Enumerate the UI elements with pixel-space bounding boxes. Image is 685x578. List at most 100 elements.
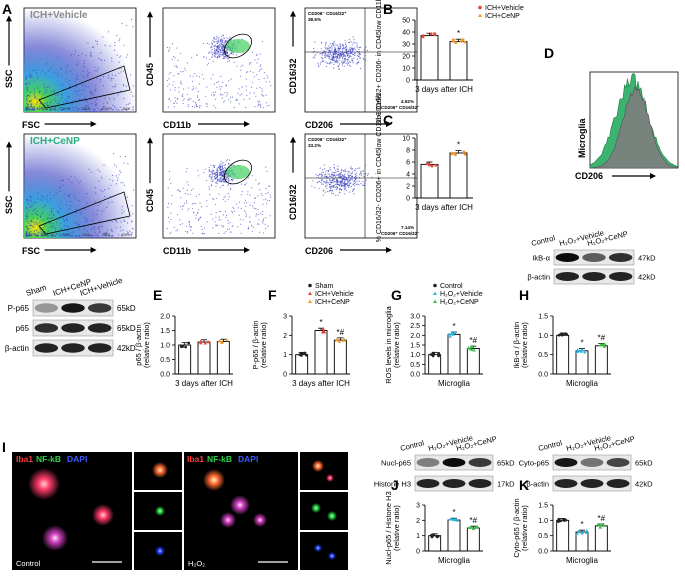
cd45-event xyxy=(222,175,224,177)
cd45-event xyxy=(222,94,224,96)
fsc-ssc-event xyxy=(86,220,88,222)
fsc-ssc-event xyxy=(101,107,103,109)
quadrant-event xyxy=(356,177,358,179)
fsc-ssc-event xyxy=(51,109,53,111)
cd45-event xyxy=(196,95,199,97)
cd45-event xyxy=(224,43,226,45)
cd45-event xyxy=(210,177,212,179)
quadrant-event xyxy=(352,171,354,173)
fsc-ssc-event xyxy=(36,69,38,71)
fsc-ssc-event xyxy=(92,234,94,236)
fsc-ssc-event xyxy=(63,224,65,226)
cd45-event xyxy=(216,174,218,176)
fsc-ssc-event xyxy=(88,168,90,170)
fsc-ssc-event xyxy=(111,230,113,232)
cd45-event xyxy=(208,62,210,64)
fsc-ssc-event xyxy=(65,78,67,80)
quadrant-event xyxy=(323,164,325,166)
fsc-ssc-event xyxy=(30,199,32,201)
quadrant-event xyxy=(325,41,327,43)
quadrant-event xyxy=(333,166,335,168)
y-axis-label: P-p65 / β-actin xyxy=(251,321,260,370)
quadrant-event xyxy=(359,57,361,59)
quadrant-event xyxy=(321,169,324,171)
cd45-event xyxy=(258,100,261,102)
quadrant-lr-name: CD206⁺ CD16/32⁻ xyxy=(381,231,420,236)
cd45-event xyxy=(199,107,201,109)
cd45-event xyxy=(210,52,212,54)
quadrant-event xyxy=(339,173,341,175)
panel-letter-a: A xyxy=(2,1,12,17)
cd45-event xyxy=(241,183,243,185)
fsc-ssc-event xyxy=(76,109,78,111)
y-tick-label: 2 xyxy=(283,333,287,340)
quadrant-event xyxy=(330,187,332,190)
cd45-event xyxy=(227,58,229,60)
fsc-ssc-event xyxy=(40,107,43,109)
lane-label: Control xyxy=(530,233,556,248)
quadrant-event xyxy=(331,54,333,56)
quadrant-event xyxy=(347,58,349,60)
cd45-event xyxy=(192,76,194,78)
quadrant-event xyxy=(318,173,321,175)
quadrant-event xyxy=(328,49,330,51)
data-point xyxy=(199,339,203,343)
quadrant-event xyxy=(329,63,331,65)
cd45-event xyxy=(187,230,189,233)
fsc-ssc-event xyxy=(55,191,57,194)
fsc-ssc-event xyxy=(130,235,132,237)
cd45-event xyxy=(227,193,229,195)
cd45-event xyxy=(230,188,232,190)
fsc-ssc-event xyxy=(26,207,28,209)
cd45-event xyxy=(218,219,220,221)
cd45-event xyxy=(222,54,224,56)
fsc-ssc-event xyxy=(43,83,45,86)
quadrant-event xyxy=(349,47,351,49)
fsc-ssc-event xyxy=(47,195,49,197)
panel-letter-e: E xyxy=(153,287,162,303)
cd45-event xyxy=(171,59,173,61)
fsc-ssc-event xyxy=(81,89,83,92)
cd45-event xyxy=(216,168,218,170)
cd45-event xyxy=(187,184,189,186)
fsc-ssc-event xyxy=(28,222,30,224)
cd45-event xyxy=(218,41,220,43)
cd45-event xyxy=(215,224,217,226)
fsc-ssc-event xyxy=(26,226,29,228)
fsc-ssc-event xyxy=(26,232,28,234)
cd45-event xyxy=(251,187,253,189)
cd45-event xyxy=(270,85,272,87)
cd45-event xyxy=(208,51,210,53)
data-point xyxy=(217,339,222,343)
fsc-ssc-event xyxy=(27,221,29,223)
quadrant-event xyxy=(352,51,354,53)
cd45-event xyxy=(214,52,216,54)
cd45-event xyxy=(223,196,225,198)
quadrant-event xyxy=(339,57,341,59)
fsc-ssc-density xyxy=(24,8,136,112)
fsc-ssc-event xyxy=(29,73,31,75)
fsc-ssc-event xyxy=(78,89,80,91)
band-kd: 65kD xyxy=(117,324,136,333)
cd45-event xyxy=(222,171,224,173)
bar xyxy=(556,519,570,552)
cd45-event xyxy=(192,232,194,234)
quadrant-event xyxy=(342,184,344,186)
fsc-ssc-event xyxy=(132,95,134,97)
fsc-ssc-event xyxy=(31,105,33,107)
cd45-event xyxy=(220,224,222,226)
quadrant-event xyxy=(339,184,341,186)
lane-label: Control xyxy=(537,438,563,453)
cd45-event xyxy=(208,167,210,169)
quadrant-event xyxy=(337,65,340,67)
cd45-event xyxy=(202,233,204,235)
quadrant-event xyxy=(333,50,335,52)
fsc-ssc-event xyxy=(36,210,38,213)
cd45-event xyxy=(246,71,249,73)
cd45-event xyxy=(214,54,216,57)
fsc-ssc-event xyxy=(59,235,61,237)
cd45-event xyxy=(226,40,228,42)
cd45-event xyxy=(252,71,254,73)
